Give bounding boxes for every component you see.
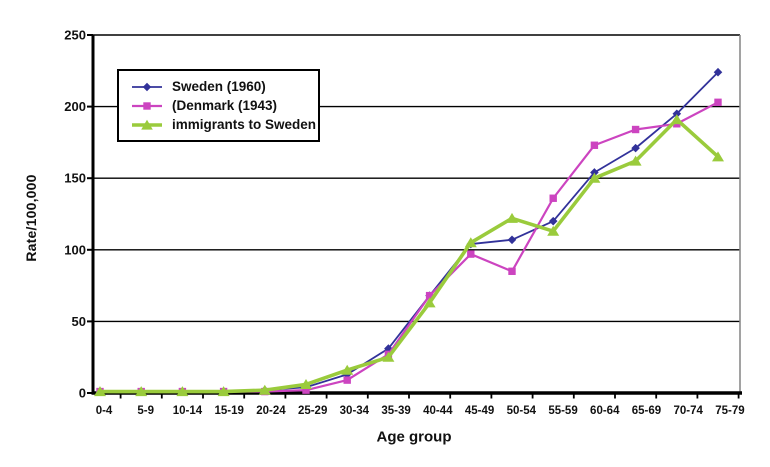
x-tick-label: 70-74 (674, 405, 704, 417)
data-point-marker-2 (217, 386, 230, 397)
y-tick-label: 150 (64, 171, 86, 186)
y-tick-label: 250 (64, 28, 86, 43)
y-tick-label: 0 (79, 386, 86, 401)
data-point-marker-0 (590, 168, 599, 177)
y-axis-title: Rate/100,000 (23, 174, 39, 262)
y-tick-label: 200 (64, 99, 86, 114)
data-point-marker-0 (507, 235, 517, 245)
data-point-marker-1 (302, 386, 310, 394)
x-tick-label: 75-79 (715, 405, 744, 417)
data-point-marker-2 (506, 212, 518, 223)
data-point-marker-2 (629, 155, 642, 166)
series-line-1 (100, 101, 719, 393)
y-tick-label: 50 (72, 314, 86, 329)
x-tick-label: 50-54 (507, 405, 537, 417)
data-point-marker-2 (94, 386, 106, 397)
x-tick-label: 10-14 (173, 405, 203, 417)
x-tick-label: 0-4 (96, 405, 113, 417)
data-point-marker-2 (341, 364, 354, 375)
data-point-marker-1 (467, 250, 475, 258)
series-line-2 (100, 117, 720, 394)
data-point-marker-1 (549, 194, 557, 202)
legend-item-denmark-1943: (Denmark (1943) (131, 98, 310, 113)
data-point-marker-2 (382, 351, 395, 362)
y-tick-label: 100 (64, 242, 86, 257)
x-tick-label: 60-64 (590, 405, 620, 417)
x-tick-label: 40-44 (423, 405, 453, 417)
x-tick-label: 65-69 (632, 405, 661, 417)
x-tick-label: 25-29 (298, 405, 327, 417)
diamond-marker-icon (131, 81, 163, 93)
data-point-marker-2 (670, 114, 683, 125)
data-point-marker-2 (588, 172, 601, 183)
x-tick-label: 55-59 (548, 405, 577, 417)
data-point-marker-1 (714, 98, 722, 107)
x-tick-label: 5-9 (137, 405, 154, 417)
data-point-marker-0 (548, 216, 558, 226)
data-point-marker-0 (713, 67, 723, 77)
chart-legend: Sweden (1960) (Denmark (1943) immigrants… (117, 69, 320, 142)
data-point-marker-0 (631, 143, 640, 153)
data-point-marker-2 (176, 386, 189, 397)
data-point-marker-2 (547, 225, 560, 236)
data-point-marker-2 (423, 297, 436, 308)
x-tick-label: 45-49 (465, 405, 494, 417)
legend-item-label: immigrants to Sweden (172, 117, 317, 132)
x-tick-label: 20-24 (256, 405, 286, 417)
data-point-marker-1 (425, 291, 434, 300)
x-tick-label: 15-19 (214, 405, 243, 417)
data-point-marker-0 (672, 109, 682, 119)
triangle-marker-icon (131, 119, 163, 131)
x-tick-label: 35-39 (381, 405, 410, 417)
data-point-marker-1 (631, 125, 640, 134)
data-point-marker-1 (508, 267, 516, 275)
legend-item-label: Sweden (1960) (172, 79, 266, 94)
square-marker-icon (131, 100, 163, 112)
legend-item-label: (Denmark (1943) (172, 98, 278, 113)
x-tick-label: 30-34 (340, 405, 370, 417)
data-point-marker-1 (343, 376, 351, 384)
data-point-marker-2 (135, 386, 148, 397)
legend-item-immigrants-to-sweden: immigrants to Sweden (131, 117, 316, 132)
data-point-marker-2 (464, 237, 477, 248)
legend-item-sweden-1960: Sweden (1960) (131, 79, 310, 94)
x-axis-title: Age group (376, 428, 452, 446)
data-point-marker-2 (712, 151, 724, 162)
data-point-marker-2 (300, 379, 312, 390)
data-point-marker-1 (590, 141, 599, 149)
data-point-marker-2 (258, 384, 271, 395)
